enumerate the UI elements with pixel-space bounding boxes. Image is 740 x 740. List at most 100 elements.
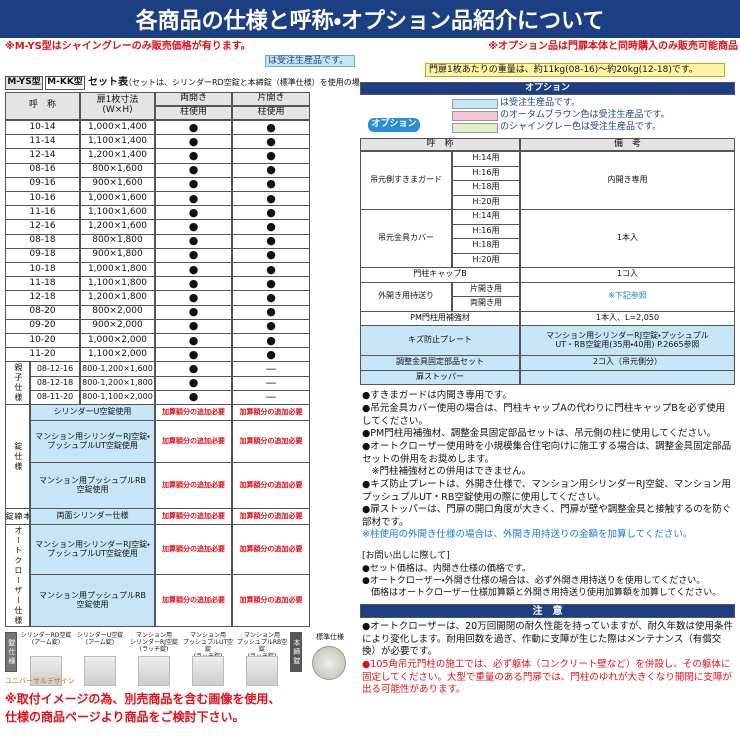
table-cell: ● bbox=[155, 191, 232, 207]
set-title: セット表 bbox=[88, 77, 128, 88]
table-cell: 10-18 bbox=[5, 262, 80, 278]
table-cell: ● bbox=[155, 276, 232, 292]
option-remark: 内開き専用 bbox=[520, 151, 735, 210]
table-cell: ● bbox=[232, 205, 310, 221]
group-label: 親子仕様 bbox=[5, 361, 30, 405]
option-sub: H:18用 bbox=[452, 238, 520, 254]
option-remark: マンション用シリンダーRJ空錠・プッシュプル UT・RB空錠用(35用・40用)… bbox=[520, 325, 735, 356]
table-cell: 1,100×1,800 bbox=[80, 276, 155, 292]
row-label: 両面シリンダー仕様 bbox=[30, 508, 155, 525]
table-cell: 加算額分の追加必要 bbox=[155, 508, 232, 525]
table-cell: ● bbox=[232, 333, 310, 349]
table-cell: ● bbox=[155, 333, 232, 349]
table-cell: 加算額分の追加必要 bbox=[232, 508, 310, 525]
option-remark: ※下記参照 bbox=[520, 281, 735, 312]
option-note: ●すきまガードは内開き専用です。 bbox=[362, 390, 512, 401]
option-sub: 両開き用 bbox=[452, 296, 520, 312]
caution-note: ●オートクローザーは、20万回開閉の耐久性能を持っていますが、耐久年数は使用条件… bbox=[362, 621, 734, 657]
option-note: ●キズ防止プレートは、外開き仕様で、マンション用シリンダーRJ空錠、マンション用… bbox=[362, 479, 731, 503]
option-name: キズ防止プレート bbox=[360, 325, 520, 356]
option-name: 外開き用持送り bbox=[360, 281, 452, 312]
table-cell: 11-16 bbox=[5, 205, 80, 221]
table-cell: ● bbox=[155, 134, 232, 150]
table-cell: 08-12-18 bbox=[30, 375, 80, 391]
table-cell: 1,100×1,400 bbox=[80, 134, 155, 150]
caution-title: 注 意 bbox=[360, 604, 735, 618]
group-label: 本締錠 bbox=[5, 508, 30, 525]
product-image bbox=[192, 656, 224, 686]
order-note: ●オートクローザー・外開き仕様の場合は、必ず外開き用持送りを使用してください。 bbox=[362, 576, 706, 586]
table-cell: 1,100×2,000 bbox=[80, 347, 155, 363]
table-cell: 900×1,600 bbox=[80, 176, 155, 192]
table-cell: 11-18 bbox=[5, 276, 80, 292]
row-label: シリンダーU空錠使用 bbox=[30, 404, 155, 421]
table-cell: ● bbox=[155, 162, 232, 178]
product-image bbox=[30, 656, 62, 686]
legend-swatch bbox=[452, 111, 498, 121]
table-cell: ● bbox=[232, 290, 310, 306]
table-cell: ● bbox=[155, 361, 232, 377]
table-cell: — bbox=[232, 375, 310, 391]
option-sub: H:14用 bbox=[452, 151, 520, 167]
option-remark: 2コ入（吊元側分） bbox=[520, 355, 735, 371]
option-remark: 1本入、L=2,050 bbox=[520, 310, 735, 326]
footnote: ※取付イメージの為、別売商品を含む画像を使用、 bbox=[5, 692, 281, 706]
table-cell: 12-18 bbox=[5, 290, 80, 306]
table-cell: 900×2,000 bbox=[80, 318, 155, 334]
table-cell: 1,000×1,600 bbox=[80, 191, 155, 207]
table-cell: 10-16 bbox=[5, 191, 80, 207]
table-cell: ● bbox=[232, 148, 310, 164]
option-name: 門柱キャップB bbox=[360, 267, 520, 283]
table-cell: ● bbox=[232, 347, 310, 363]
table-cell: ● bbox=[155, 389, 232, 405]
option-note: ●扉ストッパーは、門扉の開口角度が大きく、門扉が壁や調整金具と接触するのを防ぐ部… bbox=[362, 504, 732, 528]
table-header: 扉1枚寸法 (W×H) bbox=[80, 92, 155, 120]
table-cell: ● bbox=[155, 205, 232, 221]
image-caption: マンション用 プッシュプルRB空錠 (ラッチ錠) bbox=[236, 632, 288, 660]
table-cell: 800×1,600 bbox=[80, 162, 155, 178]
table-cell: ● bbox=[155, 347, 232, 363]
table-cell: 08-11-20 bbox=[30, 389, 80, 405]
table-cell: 11-14 bbox=[5, 134, 80, 150]
image-side-label: 本締錠 bbox=[290, 632, 302, 672]
table-cell: 加算額分の追加必要 bbox=[232, 420, 310, 463]
table-header: 片開き bbox=[232, 92, 310, 106]
option-note: ●吊元金具カバー使用の場合は、門柱キャップAの代わりに門柱キャップBを必ず使用し… bbox=[362, 403, 726, 427]
table-cell: ● bbox=[232, 233, 310, 249]
table-cell: 1,000×2,000 bbox=[80, 333, 155, 349]
table-cell: ● bbox=[232, 134, 310, 150]
order-note: ●セット価格は、内開き仕様の価格です。 bbox=[362, 564, 531, 574]
table-cell: ● bbox=[232, 247, 310, 263]
option-note: ※門柱補強材との併用はできません。 bbox=[362, 466, 532, 477]
table-cell: 08-20 bbox=[5, 304, 80, 320]
table-cell: 加算額分の追加必要 bbox=[232, 524, 310, 575]
table-cell: ● bbox=[232, 120, 310, 136]
options-header: 呼 称 bbox=[360, 138, 520, 151]
table-cell: 800-1,100×2,000 bbox=[80, 389, 155, 405]
row-label: マンション用プッシュプルRB 空錠使用 bbox=[30, 462, 155, 509]
image-side-label: 錠仕様 bbox=[5, 632, 17, 672]
option-sub: H:14用 bbox=[452, 209, 520, 225]
legend-swatch bbox=[452, 123, 498, 133]
table-cell: 800×2,000 bbox=[80, 304, 155, 320]
option-remark: 1コ入 bbox=[520, 267, 735, 283]
table-cell: ● bbox=[155, 318, 232, 334]
table-cell: ● bbox=[155, 233, 232, 249]
table-cell: 1,100×1,600 bbox=[80, 205, 155, 221]
table-cell: ● bbox=[155, 148, 232, 164]
legend-swatch bbox=[265, 55, 355, 67]
table-cell: 09-16 bbox=[5, 176, 80, 192]
table-cell: 800-1,200×1,600 bbox=[80, 361, 155, 377]
note-left: ※M-YS型はシャイングレーのみ販売価格が有ります。 bbox=[5, 41, 251, 52]
legend-text: は受注生産品です。 bbox=[500, 98, 581, 108]
table-cell: ● bbox=[155, 176, 232, 192]
table-cell: 900×1,800 bbox=[80, 247, 155, 263]
option-sub: H:18用 bbox=[452, 180, 520, 196]
option-remark: 1本入 bbox=[520, 209, 735, 268]
table-cell: 加算額分の追加必要 bbox=[155, 574, 232, 627]
option-sub: H:20用 bbox=[452, 194, 520, 210]
option-sub: H:20用 bbox=[452, 252, 520, 268]
image-caption: シリンダーRD空錠 (アーム錠) bbox=[20, 632, 72, 646]
table-cell: ● bbox=[232, 162, 310, 178]
